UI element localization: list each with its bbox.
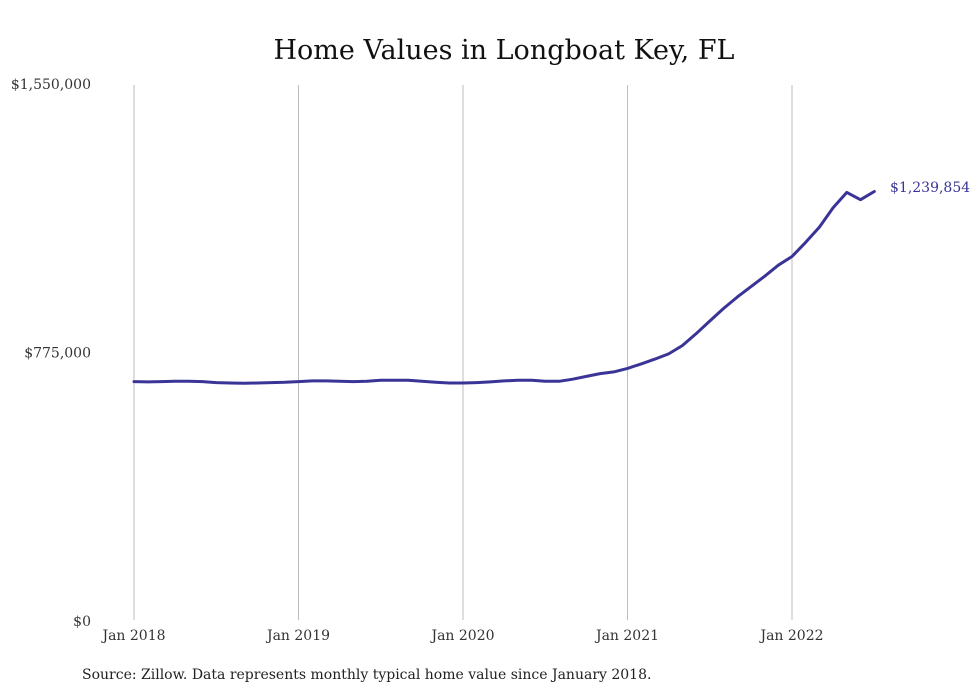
y-tick-label: $0 bbox=[73, 614, 91, 630]
x-tick-label: Jan 2018 bbox=[100, 628, 165, 644]
line-chart: Home Values in Longboat Key, FL $1,550,0… bbox=[11, 35, 970, 644]
y-tick-label: $775,000 bbox=[24, 346, 91, 362]
x-axis: Jan 2018 Jan 2019 Jan 2020 Jan 2021 Jan 2022 bbox=[100, 628, 823, 644]
x-tick-label: Jan 2020 bbox=[429, 628, 494, 644]
source-note: Source: Zillow. Data represents monthly … bbox=[82, 667, 652, 683]
x-tick-label: Jan 2022 bbox=[758, 628, 823, 644]
chart-title: Home Values in Longboat Key, FL bbox=[274, 35, 735, 66]
y-axis: $1,550,000 $775,000 $0 bbox=[11, 77, 91, 630]
y-tick-label: $1,550,000 bbox=[11, 77, 91, 93]
x-tick-label: Jan 2021 bbox=[594, 628, 659, 644]
series-line bbox=[132, 190, 876, 385]
x-tick-label: Jan 2019 bbox=[265, 628, 330, 644]
gridlines bbox=[133, 85, 793, 620]
end-value-label: $1,239,854 bbox=[890, 180, 970, 196]
